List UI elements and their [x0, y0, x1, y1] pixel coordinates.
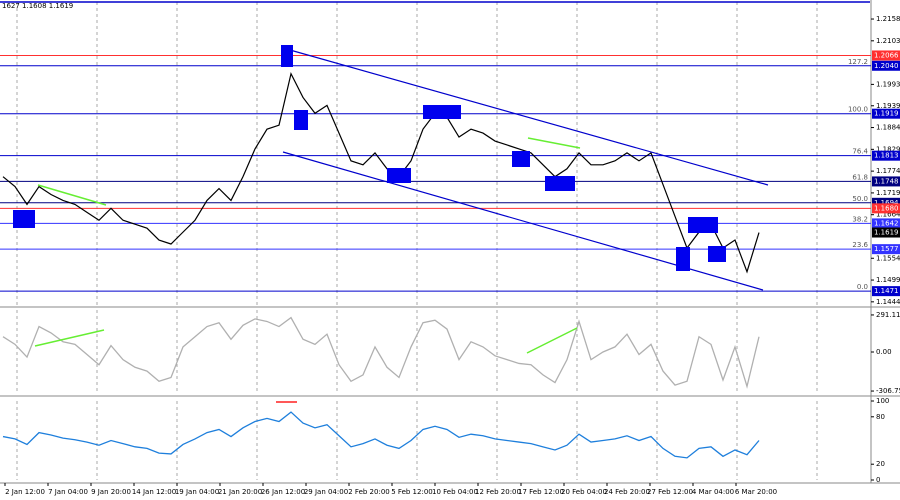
fib-label: 0.0 [857, 283, 868, 291]
level-label-bg [872, 286, 900, 297]
y-tick-label: 1.1884 [876, 124, 900, 132]
level-label: 1.2040 [874, 62, 899, 70]
x-tick-label: 19 Jan 04:00 [175, 488, 219, 496]
y-tick-label: 100 [876, 397, 889, 405]
x-tick-label: 2 Jan 12:00 [5, 488, 45, 496]
fib-label: 23.6 [852, 241, 868, 249]
level-label: 1.1642 [874, 219, 899, 227]
level-label: 1.1694 [874, 199, 899, 207]
level-label: 1.1813 [874, 152, 899, 160]
box [13, 210, 35, 228]
x-tick-label: 27 Feb 12:00 [647, 488, 693, 496]
y-tick-label: 20 [876, 460, 885, 468]
drawings [0, 1, 870, 403]
divergence-line [37, 184, 107, 206]
level-label: 1.1577 [874, 245, 899, 253]
x-tick-label: 20 Feb 04:00 [561, 488, 607, 496]
x-tick-label: 17 Feb 12:00 [518, 488, 564, 496]
box [676, 247, 690, 271]
header-text: 1627 1.1608 1.1619 [2, 2, 73, 10]
level-label: 1.1680 [874, 204, 899, 212]
level-label-bg [872, 203, 900, 214]
data-line [2, 411, 760, 459]
fib-label: 50.0 [852, 195, 868, 203]
fib-label: 38.2 [852, 215, 868, 223]
x-tick-label: 10 Feb 04:00 [432, 488, 478, 496]
x-tick-label: 5 Feb 12:00 [391, 488, 432, 496]
fib-label: 61.8 [852, 173, 868, 181]
level-label-bg [872, 227, 900, 238]
x-tick-label: 24 Feb 20:00 [604, 488, 650, 496]
y-tick-label: -306.75 [876, 387, 900, 395]
level-label: 1.1919 [874, 110, 899, 118]
y-tick-label: 0 [876, 476, 880, 484]
x-tick-label: 29 Jan 04:00 [304, 488, 348, 496]
y-tick-label: 1.1774 [876, 167, 900, 175]
level-label-bg [872, 218, 900, 229]
x-tick-label: 9 Jan 20:00 [91, 488, 131, 496]
divergence-line [527, 137, 581, 149]
x-tick-label: 2 Feb 20:00 [348, 488, 389, 496]
y-tick-label: 1.1444 [876, 298, 900, 306]
data-line [2, 71, 760, 274]
level-label-bg [872, 108, 900, 119]
divergence-line [526, 327, 578, 354]
level-label-bg [872, 150, 900, 161]
x-tick-label: 26 Jan 12:00 [261, 488, 305, 496]
box [387, 168, 411, 183]
fib-label: 76.4 [852, 148, 868, 156]
level-label: 1.1471 [874, 287, 899, 295]
fib-label: 127.2 [848, 58, 868, 66]
y-tick-label: 1.1993 [876, 80, 900, 88]
y-tick-label: 1.1939 [876, 102, 900, 110]
data-line [2, 316, 760, 389]
box [294, 110, 308, 130]
level-label-bg [872, 50, 900, 61]
y-tick-label: 1.1499 [876, 276, 900, 284]
x-tick-label: 12 Feb 20:00 [475, 488, 521, 496]
y-tick-label: 1.2103 [876, 37, 900, 45]
y-tick-label: 0.00 [876, 348, 892, 356]
y-tick-label: 291.1149 [876, 311, 900, 319]
divergence-line [34, 329, 105, 347]
y-tick-label: 1.1829 [876, 145, 900, 153]
channel-upper [289, 49, 769, 186]
x-tick-label: 4 Mar 04:00 [692, 488, 734, 496]
level-label: 1.1619 [874, 229, 899, 237]
highlight-boxes [13, 45, 726, 271]
y-tick-label: 1.1719 [876, 189, 900, 197]
box [688, 217, 718, 233]
box [423, 105, 461, 119]
y-tick-label: 80 [876, 413, 885, 421]
box [281, 45, 293, 67]
level-label-bg [872, 60, 900, 71]
x-tick-label: 7 Jan 04:00 [48, 488, 88, 496]
x-tick-label: 21 Jan 20:00 [218, 488, 262, 496]
fib-label: 100.0 [848, 106, 868, 114]
level-label: 1.1748 [874, 177, 899, 185]
box [512, 151, 530, 167]
x-tick-label: 14 Jan 12:00 [132, 488, 176, 496]
x-tick-label: 6 Mar 20:00 [735, 488, 777, 496]
box [545, 176, 575, 191]
box [708, 246, 726, 262]
level-label-bg [872, 176, 900, 187]
y-tick-label: 1.2158 [876, 15, 900, 23]
y-tick-label: 1.1664 [876, 211, 900, 219]
y-tick-label: 1.1554 [876, 254, 900, 262]
level-label-bg [872, 197, 900, 208]
level-label-bg [872, 244, 900, 255]
level-label: 1.2066 [874, 51, 899, 59]
